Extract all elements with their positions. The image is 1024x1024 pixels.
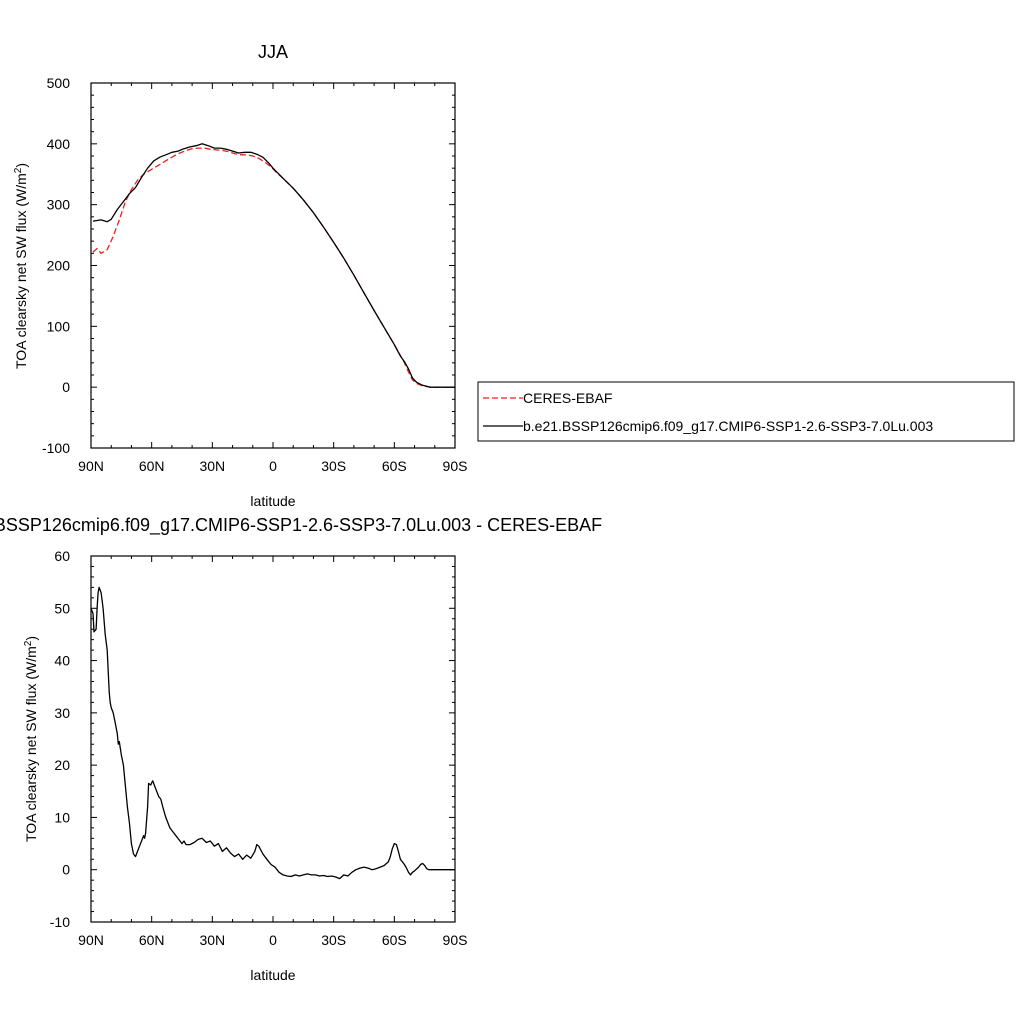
bottom-y-tick-label: 10 [54, 809, 70, 825]
bottom-chart-title: b.e21.BSSP126cmip6.f09_g17.CMIP6-SSP1-2.… [0, 515, 602, 536]
bottom-y-tick-label: 0 [62, 862, 70, 878]
bottom-x-tick-label: 60S [382, 932, 407, 948]
top-y-tick-label: -100 [42, 440, 70, 456]
top-series-line-0 [92, 147, 455, 388]
legend-label-ceres: CERES-EBAF [523, 390, 612, 406]
bottom-x-tick-label: 90N [78, 932, 104, 948]
top-tick-marks [90, 82, 456, 449]
top-chart-title: JJA [258, 42, 288, 62]
top-y-axis-label-main: TOA clearsky net SW flux (W/m [13, 173, 29, 369]
top-y-axis-label-close: ) [13, 163, 29, 168]
top-y-tick-label: 300 [47, 197, 71, 213]
top-series-group [92, 143, 455, 388]
top-y-tick-label: 100 [47, 318, 71, 334]
top-y-axis-label: TOA clearsky net SW flux (W/m2) [13, 163, 29, 369]
top-plot-frame [90, 82, 456, 449]
top-panel: JJA 90N 60N 30N 0 30S 60S 90S -100 0 100 200 300 40… [13, 42, 467, 509]
top-x-tick-label: 30S [321, 458, 346, 474]
top-y-tick-label: 0 [62, 379, 70, 395]
top-y-tick-label: 400 [47, 136, 71, 152]
top-y-axis-label-sup: 2 [13, 167, 24, 173]
bottom-x-tick-label: 30N [199, 932, 225, 948]
top-x-tick-label: 0 [269, 458, 277, 474]
top-y-tick-label: 200 [47, 258, 71, 274]
bottom-series-line-0 [90, 586, 455, 880]
bottom-y-axis-label-close: ) [23, 636, 39, 641]
bottom-x-tick-label: 30S [321, 932, 346, 948]
legend-label-model: b.e21.BSSP126cmip6.f09_g17.CMIP6-SSP1-2.… [523, 418, 933, 434]
bottom-x-tick-labels: 90N 60N 30N 0 30S 60S 90S [78, 932, 467, 948]
top-x-axis-label: latitude [250, 493, 295, 509]
bottom-x-tick-label: 0 [269, 932, 277, 948]
top-y-tick-label: 500 [47, 75, 71, 91]
bottom-y-axis-label-sup: 2 [23, 640, 34, 646]
bottom-panel: b.e21.BSSP126cmip6.f09_g17.CMIP6-SSP1-2.… [0, 515, 602, 983]
top-x-tick-label: 30N [199, 458, 225, 474]
bottom-y-tick-label: 20 [54, 757, 70, 773]
top-series-line-1 [92, 143, 455, 388]
top-x-tick-label: 60S [382, 458, 407, 474]
bottom-y-tick-label: -10 [50, 914, 70, 930]
bottom-y-axis-label-main: TOA clearsky net SW flux (W/m [23, 646, 39, 842]
bottom-y-axis-label: TOA clearsky net SW flux (W/m2) [23, 636, 39, 842]
bottom-tick-marks [90, 555, 456, 923]
bottom-y-tick-label: 60 [54, 548, 70, 564]
bottom-x-tick-label: 90S [443, 932, 468, 948]
legend: CERES-EBAF b.e21.BSSP126cmip6.f09_g17.CM… [477, 381, 1015, 442]
top-x-tick-label: 60N [139, 458, 165, 474]
top-x-tick-label: 90N [78, 458, 104, 474]
bottom-y-tick-label: 50 [54, 600, 70, 616]
bottom-x-axis-label: latitude [250, 967, 295, 983]
bottom-series-group [90, 586, 455, 880]
top-x-tick-label: 90S [443, 458, 468, 474]
top-x-tick-labels: 90N 60N 30N 0 30S 60S 90S [78, 458, 467, 474]
bottom-x-tick-label: 60N [139, 932, 165, 948]
bottom-y-tick-label: 30 [54, 705, 70, 721]
bottom-y-tick-labels: -10 0 10 20 30 40 50 60 [50, 548, 70, 930]
legend-box [477, 381, 1015, 442]
top-y-tick-labels: -100 0 100 200 300 400 500 [42, 75, 70, 456]
bottom-plot-frame [90, 555, 456, 923]
bottom-y-tick-label: 40 [54, 653, 70, 669]
